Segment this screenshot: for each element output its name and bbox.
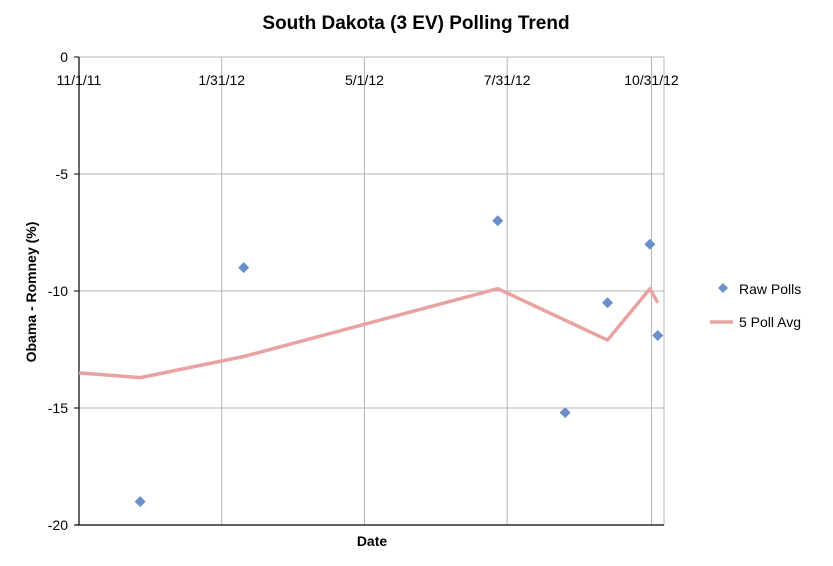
x-tick-label-2: 5/1/12 [345,72,384,88]
y-tick-label-4: -20 [48,517,68,533]
gridlines [78,56,664,526]
legend-raw-polls-label: Raw Polls [739,281,801,297]
x-tick-label-0: 11/1/11 [57,72,102,88]
x-axis-title: Date [357,533,388,549]
y-tick-label-2: -10 [48,283,68,299]
chart-title: South Dakota (3 EV) Polling Trend [262,13,569,34]
raw-poll-point-0 [134,496,146,508]
x-tick-labels: 11/1/11 1/31/12 5/1/12 7/31/12 10/31/12 [57,72,679,88]
y-tick-label-3: -15 [48,400,68,416]
x-tick-label-4: 10/31/12 [624,72,679,88]
raw-poll-point-3 [559,407,571,419]
series-raw-polls [134,215,664,508]
y-tick-label-1: -5 [56,166,69,182]
avg-line [78,286,660,380]
y-tick-labels: 0 -5 -10 -15 -20 [48,49,79,533]
x-tick-label-3: 7/31/12 [484,72,531,88]
raw-poll-point-4 [602,297,614,309]
y-axis-title: Obama - Romney (%) [23,222,39,363]
series-5-poll-avg [78,286,660,380]
raw-poll-point-6 [652,329,664,341]
raw-poll-point-5 [644,238,656,250]
raw-poll-point-2 [492,215,504,227]
x-tick-label-1: 1/31/12 [198,72,245,88]
legend-5-poll-avg-label: 5 Poll Avg [739,314,801,330]
raw-poll-point-1 [238,262,250,274]
legend: Raw Polls 5 Poll Avg [710,281,801,330]
y-tick-label-0: 0 [60,49,68,65]
legend-raw-polls-marker [718,283,728,293]
